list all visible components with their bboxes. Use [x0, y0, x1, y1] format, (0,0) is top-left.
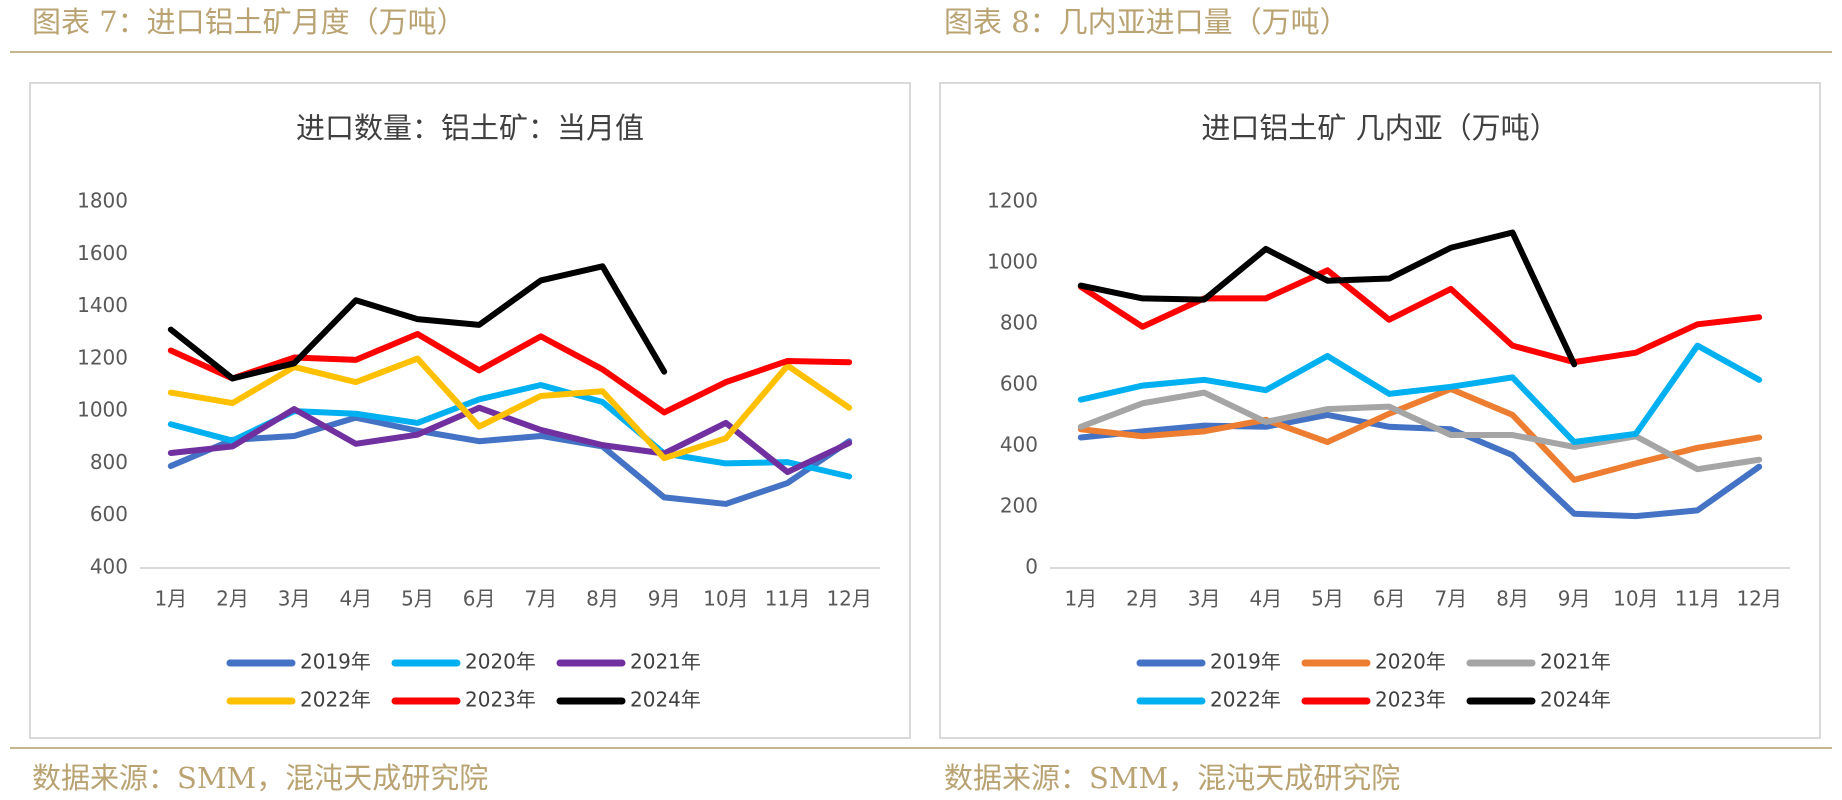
x-tick-label: 9月: [648, 587, 681, 611]
legend-label: 2023年: [465, 688, 536, 712]
x-tick-label: 6月: [1373, 587, 1406, 611]
x-tick-label: 10月: [1613, 587, 1658, 611]
series-line: [167, 414, 853, 507]
series-line: [1077, 342, 1763, 446]
y-tick-label: 1000: [987, 250, 1038, 274]
x-tick-label: 3月: [278, 587, 311, 611]
chart-frame: [939, 82, 1821, 739]
series-line: [167, 331, 853, 416]
x-tick-label: 9月: [1558, 587, 1591, 611]
legend-label: 2024年: [1540, 688, 1611, 712]
x-tick-label: 7月: [524, 587, 557, 611]
figure-source: 数据来源：SMM，混沌天成研究院: [944, 761, 1400, 795]
figure-caption: 图表 7：进口铝土矿月度（万吨）: [32, 5, 466, 39]
x-tick-label: 2月: [216, 587, 249, 611]
x-tick-label: 8月: [1496, 587, 1529, 611]
series-line: [167, 355, 853, 462]
series-line: [167, 404, 853, 476]
x-tick-label: 4月: [339, 587, 372, 611]
legend-label: 2024年: [630, 688, 701, 712]
x-tick-label: 12月: [1736, 587, 1781, 611]
y-tick-label: 1600: [77, 241, 128, 265]
series-line: [1077, 411, 1763, 520]
legend-label: 2022年: [300, 688, 371, 712]
y-tick-label: 1800: [77, 189, 128, 213]
y-tick-label: 1400: [77, 293, 128, 317]
x-tick-label: 8月: [586, 587, 619, 611]
y-tick-label: 600: [1000, 372, 1038, 396]
y-tick-label: 800: [1000, 311, 1038, 335]
y-tick-label: 1200: [77, 345, 128, 369]
legend-label: 2021年: [630, 650, 701, 674]
x-tick-label: 2月: [1126, 587, 1159, 611]
legend-label: 2021年: [1540, 650, 1611, 674]
x-tick-label: 5月: [1311, 587, 1344, 611]
y-tick-label: 600: [90, 502, 128, 526]
x-tick-label: 1月: [154, 587, 187, 611]
series-line: [167, 263, 668, 382]
legend-label: 2020年: [1375, 650, 1446, 674]
chart-title: 进口铝土矿 几内亚（万吨）: [1201, 111, 1558, 145]
y-tick-label: 800: [90, 450, 128, 474]
x-tick-label: 12月: [826, 587, 871, 611]
figure-caption: 图表 8：几内亚进口量（万吨）: [944, 5, 1349, 39]
x-tick-label: 11月: [1675, 587, 1720, 611]
chart-title: 进口数量：铝土矿：当月值: [296, 111, 644, 145]
x-tick-label: 6月: [463, 587, 496, 611]
x-tick-label: 1月: [1064, 587, 1097, 611]
series-line: [1077, 389, 1763, 473]
y-tick-label: 0: [1025, 555, 1038, 579]
series-line: [1077, 267, 1763, 366]
legend-label: 2020年: [465, 650, 536, 674]
y-tick-label: 400: [90, 555, 128, 579]
y-tick-label: 200: [1000, 494, 1038, 518]
figure-source: 数据来源：SMM，混沌天成研究院: [32, 761, 488, 795]
series-line: [1077, 229, 1578, 368]
legend-label: 2019年: [300, 650, 371, 674]
y-tick-label: 400: [1000, 433, 1038, 457]
x-tick-label: 5月: [401, 587, 434, 611]
x-tick-label: 3月: [1188, 587, 1221, 611]
legend-label: 2023年: [1375, 688, 1446, 712]
x-tick-label: 10月: [703, 587, 748, 611]
x-tick-label: 4月: [1249, 587, 1282, 611]
legend-label: 2022年: [1210, 688, 1281, 712]
x-tick-label: 11月: [765, 587, 810, 611]
x-tick-label: 7月: [1434, 587, 1467, 611]
y-tick-label: 1000: [77, 398, 128, 422]
y-tick-label: 1200: [987, 189, 1038, 213]
series-line: [1077, 385, 1763, 483]
legend-label: 2019年: [1210, 650, 1281, 674]
